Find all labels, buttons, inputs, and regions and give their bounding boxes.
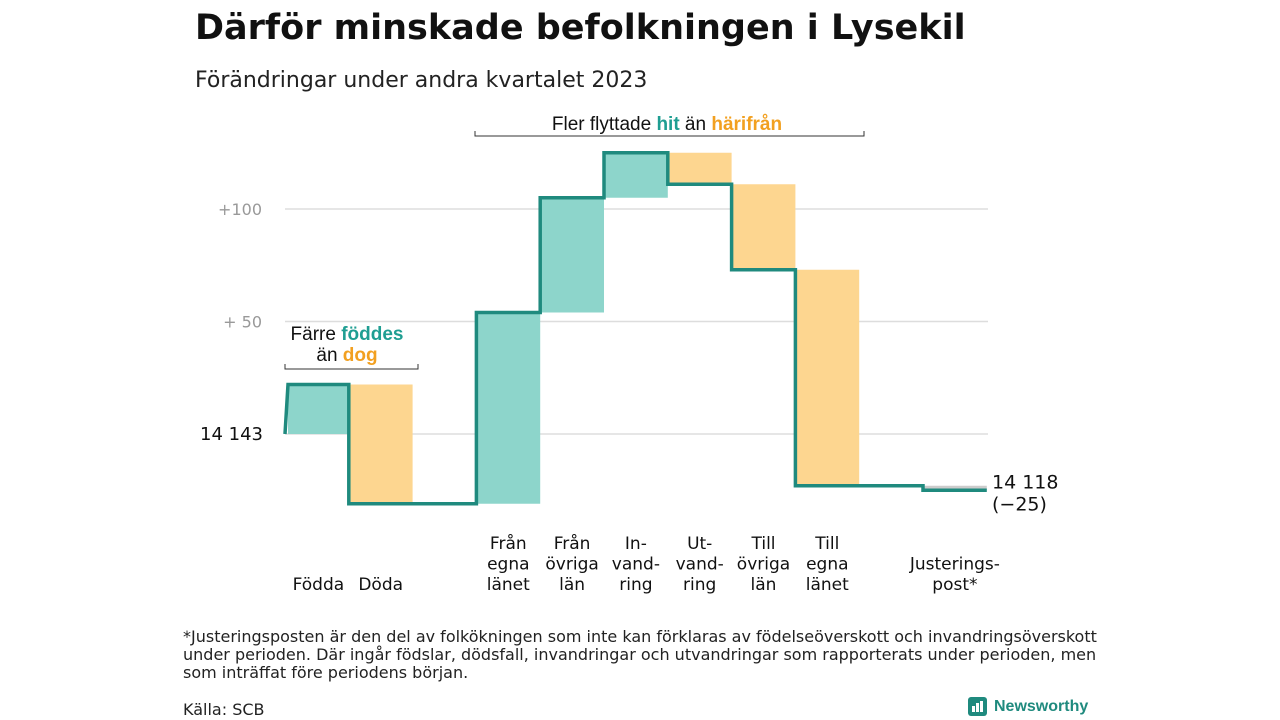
category-label: Från (554, 533, 591, 554)
category-label: övriga (737, 555, 790, 575)
category-label: egna (487, 555, 529, 575)
annotation-births-deaths-line1: Färre föddes (291, 324, 404, 345)
category-label: län (751, 575, 777, 595)
category-label: Justerings- (909, 555, 1000, 575)
end-value-label: 14 118 (992, 471, 1058, 493)
annotation-births-deaths-line2: än dog (316, 345, 377, 366)
category-label: vand- (612, 555, 660, 575)
waterfall-bar (604, 152, 668, 198)
waterfall-bar (540, 197, 604, 313)
category-label: Döda (358, 575, 403, 595)
category-label: In- (625, 534, 647, 554)
annotation-segment: än (680, 114, 712, 135)
category-label: länet (806, 575, 849, 595)
start-value-label: 14 143 (200, 424, 263, 445)
annotation-segment: dog (343, 345, 378, 366)
end-change-label: (−25) (992, 493, 1047, 515)
chart-title: Därför minskade befolkningen i Lysekil (195, 8, 966, 48)
y-tick-label: +100 (218, 200, 262, 219)
annotation-segment: föddes (341, 324, 403, 345)
category-label: Från (490, 533, 527, 554)
category-label: länet (487, 575, 530, 595)
category-label: Födda (293, 575, 345, 595)
annotation-segment: Fler flyttade (552, 114, 657, 135)
annotation-segment: än (316, 345, 342, 366)
newsworthy-logo-icon (968, 697, 987, 716)
category-label: vand- (676, 555, 724, 575)
annotation-bracket (474, 131, 865, 137)
annotation-bracket (284, 364, 419, 370)
source-label: Källa: SCB (183, 700, 265, 719)
chart-subtitle: Förändringar under andra kvartalet 2023 (195, 68, 648, 93)
annotation-migration: Fler flyttade hit än härifrån (552, 114, 782, 135)
brand-logo: Newsworthy (968, 697, 1088, 716)
category-label: ring (619, 575, 652, 595)
category-label: län (559, 575, 585, 595)
waterfall-bar (923, 485, 987, 491)
category-label: post* (932, 575, 977, 595)
category-label: Till (750, 534, 775, 554)
waterfall-bar (731, 184, 796, 270)
brand-name: Newsworthy (994, 697, 1089, 715)
waterfall-bar (795, 269, 860, 486)
footnote: *Justeringsposten är den del av folkökni… (183, 627, 1097, 682)
waterfall-bar (348, 384, 413, 504)
cumulative-line (283, 151, 987, 506)
waterfall-bar (288, 384, 349, 434)
category-label: egna (806, 555, 848, 575)
waterfall-bar (667, 152, 732, 185)
category-label: Ut- (687, 534, 712, 554)
category-label: övriga (545, 555, 598, 575)
annotation-segment: Färre (291, 324, 342, 345)
annotation-segment: hit (656, 114, 680, 135)
y-tick-label: + 50 (223, 313, 262, 332)
annotation-segment: härifrån (711, 114, 782, 135)
category-label: Till (814, 534, 839, 554)
category-label: ring (683, 575, 716, 595)
waterfall-bar (476, 312, 541, 504)
